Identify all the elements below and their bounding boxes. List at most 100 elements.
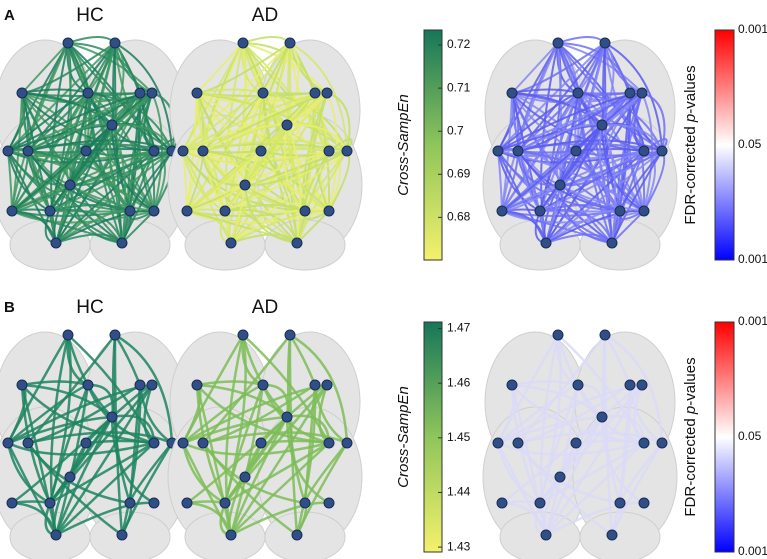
edge xyxy=(69,124,113,186)
edge xyxy=(604,333,664,444)
node xyxy=(614,205,626,217)
node xyxy=(109,37,121,49)
node xyxy=(6,205,18,217)
tick-label: 0.71 xyxy=(447,80,471,94)
edge xyxy=(55,124,113,244)
node xyxy=(82,87,94,99)
edge xyxy=(601,123,663,152)
node xyxy=(219,497,231,509)
edge xyxy=(151,92,163,212)
tick-label: 0.69 xyxy=(447,166,471,180)
node xyxy=(225,529,237,541)
brain-lobe xyxy=(499,219,581,271)
node xyxy=(116,529,128,541)
node xyxy=(44,497,56,509)
node xyxy=(596,411,608,423)
group-label: AD xyxy=(252,5,278,26)
edge xyxy=(545,442,645,536)
node xyxy=(22,145,34,157)
edge xyxy=(196,42,244,94)
node xyxy=(64,471,76,483)
node xyxy=(124,205,136,217)
brain xyxy=(482,36,678,271)
edge xyxy=(68,416,114,478)
edge xyxy=(511,42,559,94)
edge xyxy=(6,442,51,505)
pbar-label: FDR-corrected p-values xyxy=(682,357,699,516)
edge xyxy=(577,92,645,212)
node xyxy=(6,497,18,509)
edge xyxy=(182,124,288,152)
edge xyxy=(49,384,153,504)
edge xyxy=(544,384,580,536)
edge xyxy=(186,210,298,244)
colorbar-label: Cross-SampEn xyxy=(395,94,412,196)
edge xyxy=(601,124,645,212)
node xyxy=(309,87,321,99)
node xyxy=(239,471,251,483)
edge xyxy=(202,431,348,445)
node xyxy=(638,497,650,509)
edge xyxy=(27,431,173,445)
edge xyxy=(289,333,349,444)
brain xyxy=(0,36,188,271)
node xyxy=(554,179,566,191)
node xyxy=(181,497,193,509)
edge xyxy=(326,92,338,212)
tick-label: 1.46 xyxy=(447,375,471,389)
node xyxy=(540,237,552,249)
edge xyxy=(511,92,603,126)
node xyxy=(572,87,584,99)
edge xyxy=(539,384,643,504)
node xyxy=(512,145,524,157)
edge xyxy=(286,42,300,126)
node xyxy=(148,437,160,449)
edge xyxy=(69,184,155,212)
edge xyxy=(127,92,153,212)
node xyxy=(572,379,584,391)
edge xyxy=(202,442,298,537)
node xyxy=(284,329,296,341)
edge xyxy=(286,123,348,152)
label-part: p xyxy=(682,406,699,415)
node xyxy=(181,205,193,217)
edge xyxy=(302,92,328,212)
colorbar xyxy=(423,29,443,261)
edge xyxy=(114,42,173,152)
edge xyxy=(511,383,603,418)
edge xyxy=(55,442,155,536)
node xyxy=(309,379,321,391)
edge xyxy=(186,150,348,212)
tick-label: 0.7 xyxy=(447,123,464,137)
edge xyxy=(196,92,288,126)
edge xyxy=(6,442,58,536)
node xyxy=(656,145,668,157)
edge xyxy=(617,92,643,212)
edge xyxy=(517,431,663,445)
edge xyxy=(601,42,615,126)
edge xyxy=(242,36,291,44)
group-label: AD xyxy=(252,297,278,318)
node xyxy=(506,379,518,391)
node xyxy=(599,329,611,341)
edge xyxy=(557,36,606,44)
edge xyxy=(559,150,663,187)
edge xyxy=(111,42,125,126)
tick-label: 1.45 xyxy=(447,430,471,444)
edge xyxy=(7,150,51,212)
edge xyxy=(497,150,541,212)
node xyxy=(219,205,231,217)
edge xyxy=(604,42,663,152)
node xyxy=(16,87,28,99)
node xyxy=(281,411,293,423)
node xyxy=(134,379,146,391)
node xyxy=(323,205,335,217)
node xyxy=(624,379,636,391)
edge xyxy=(49,441,155,505)
node xyxy=(106,411,118,423)
node xyxy=(44,205,56,217)
edge xyxy=(545,124,603,244)
edge xyxy=(229,384,265,536)
node xyxy=(656,437,668,449)
edge xyxy=(181,442,226,505)
